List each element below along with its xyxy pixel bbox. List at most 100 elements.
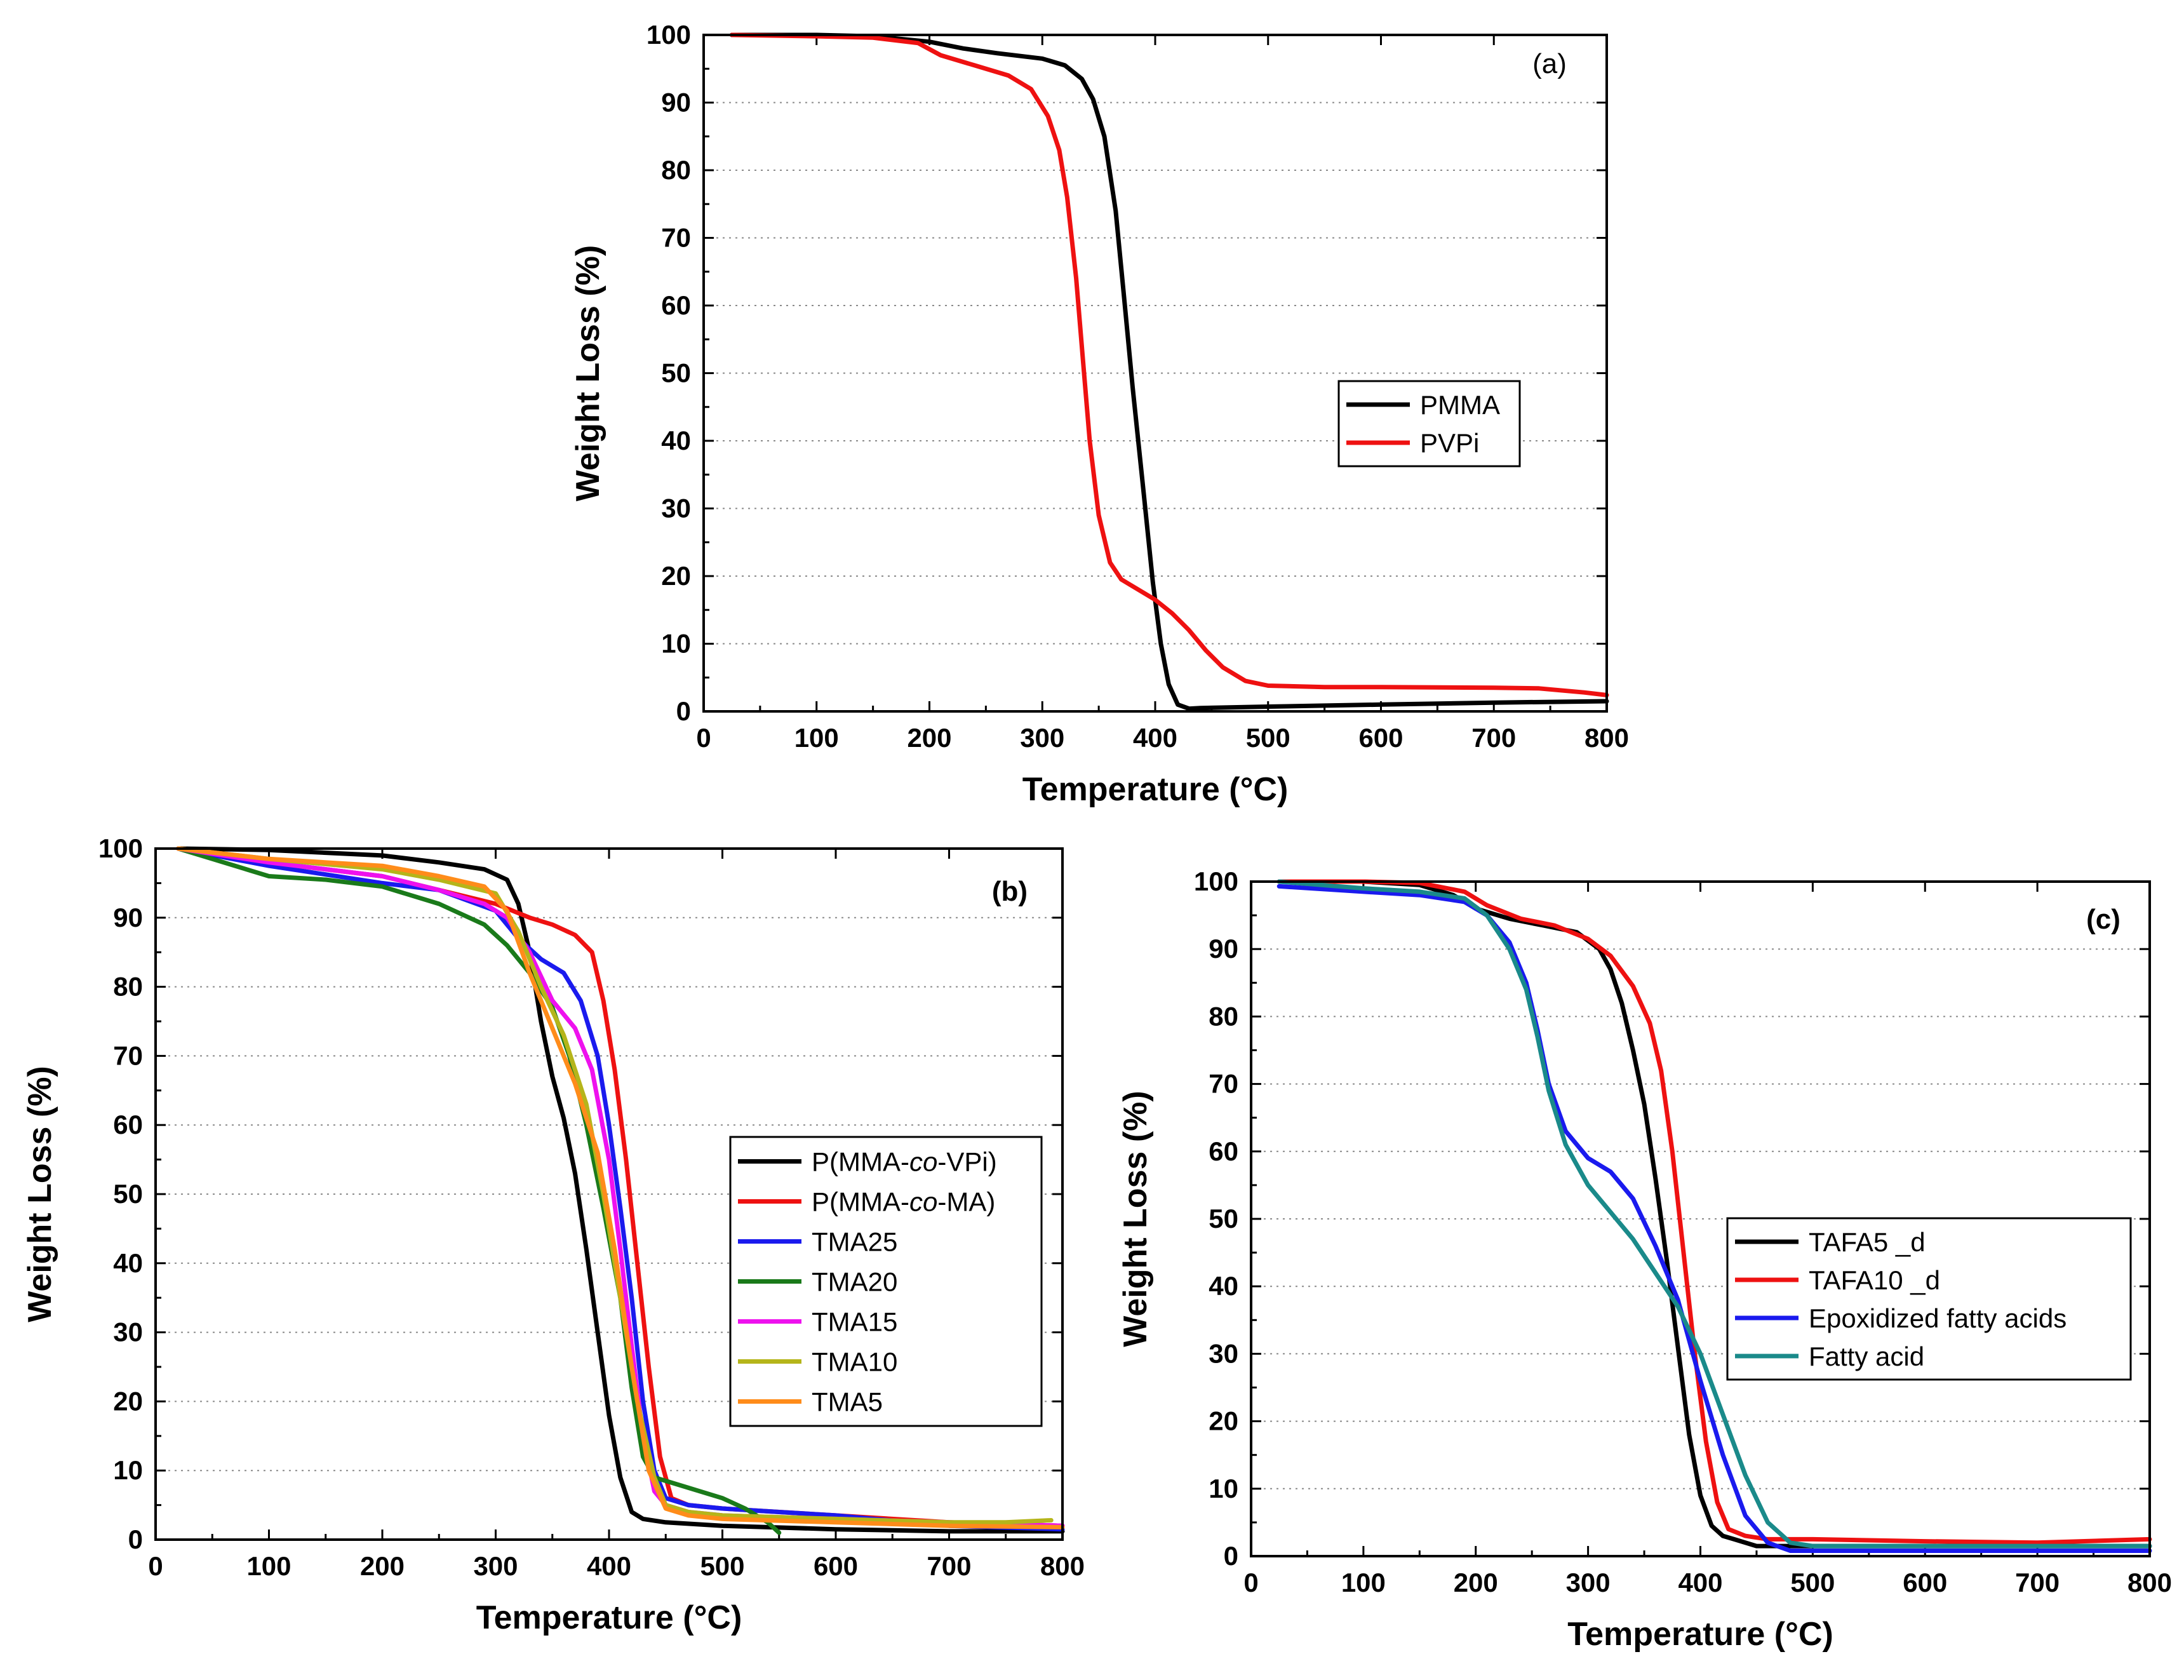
legend-entry-part: co [909,1187,937,1217]
legend-entry-label: TMA10 [812,1347,897,1377]
x-tick-label: 500 [700,1551,744,1581]
y-tick-label: 50 [113,1179,143,1209]
y-tick-label: 80 [661,155,691,185]
y-tick-label: 0 [676,696,691,726]
x-tick-label: 600 [814,1551,858,1581]
y-tick-label: 40 [1209,1271,1238,1301]
x-tick-label: 600 [1358,723,1403,753]
x-tick-label: 100 [1341,1568,1386,1597]
y-tick-label: 10 [661,629,691,659]
legend-entry-label: Fatty acid [1809,1341,1924,1371]
x-tick-label: 700 [1471,723,1516,753]
y-tick-label: 10 [1209,1474,1238,1503]
y-tick-label: 10 [113,1455,143,1485]
legend-entry-label: TAFA10 _d [1809,1265,1940,1295]
y-tick-label: 70 [1209,1069,1238,1099]
legend-entry-label: TAFA5 _d [1809,1227,1926,1257]
x-tick-label: 0 [148,1551,163,1581]
series-line-tma5 [176,846,1065,1529]
x-tick-label: 500 [1246,723,1290,753]
y-tick-label: 70 [661,223,691,253]
x-tick-label: 200 [360,1551,405,1581]
panel-label: (b) [992,876,1028,907]
x-tick-label: 300 [1020,723,1064,753]
legend-entry-label: TMA20 [812,1267,897,1297]
plot-frame [702,34,1608,713]
y-tick-label: 30 [1209,1338,1238,1368]
series-line-fatty-acid [1276,879,2152,1549]
legend-entry-part: P(MMA- [812,1147,909,1177]
x-tick-label: 400 [587,1551,631,1581]
x-tick-label: 700 [2015,1568,2060,1597]
x-tick-label: 0 [696,723,711,753]
x-axis-title: Temperature (°C) [1567,1616,1833,1653]
legend-box [1726,1217,2132,1381]
panel-label: (c) [2086,904,2120,935]
legend-entry-part: co [909,1147,937,1177]
y-tick-label: 90 [1209,934,1238,964]
x-tick-label: 200 [907,723,951,753]
y-tick-label: 100 [98,833,143,863]
legend-entry-part: -VPi) [937,1147,996,1177]
series-line-p-mma-co-vpi- [176,846,1065,1534]
y-tick-label: 40 [113,1248,143,1278]
x-tick-label: 100 [246,1551,291,1581]
legend-entry-label: PVPi [1420,428,1479,458]
y-axis-title: Weight Loss (%) [22,1066,58,1322]
y-tick-label: 50 [1209,1204,1238,1233]
y-tick-label: 40 [661,426,691,455]
y-tick-label: 80 [1209,1001,1238,1031]
plot-frame [1250,880,2151,1557]
legend-box [1337,380,1521,467]
x-tick-label: 200 [1454,1568,1498,1597]
y-tick-label: 80 [113,972,143,1002]
x-tick-label: 400 [1133,723,1177,753]
y-tick-label: 30 [661,494,691,523]
legend: P(MMA-co-VPi) P(MMA-co-MA) TMA25 TMA20 TMA15… [729,1136,1043,1427]
y-tick-label: 100 [1194,866,1238,896]
x-tick-label: 700 [927,1551,971,1581]
x-axis-title: Temperature (°C) [476,1599,742,1636]
x-tick-label: 800 [1584,723,1629,753]
legend: TAFA5 _d TAFA10 _d Epoxidized fatty acids F… [1726,1217,2132,1381]
series-line-tafa10-d [1276,879,2152,1545]
y-tick-label: 20 [661,561,691,591]
y-tick-label: 0 [1224,1541,1238,1571]
y-tick-label: 60 [113,1110,143,1139]
y-tick-label: 20 [113,1386,143,1416]
legend-entry-label: TMA5 [812,1387,883,1417]
x-tick-label: 300 [473,1551,518,1581]
legend-entry-label: Epoxidized fatty acids [1809,1303,2067,1333]
x-axis-title: Temperature (°C) [1022,771,1289,808]
x-tick-label: 100 [794,723,839,753]
y-tick-label: 20 [1209,1406,1238,1436]
y-tick-label: 60 [661,290,691,320]
y-tick-label: 90 [661,88,691,118]
x-tick-label: 800 [2127,1568,2172,1597]
panel-b-chart: 0 100 200 300 400 500 600 700 800 0 10 20 30 40 50 60 70… [22,833,1085,1636]
x-tick-label: 0 [1243,1568,1258,1597]
y-axis-title: Weight Loss (%) [570,245,606,501]
legend-entry-label: TMA15 [812,1307,897,1337]
x-tick-label: 800 [1040,1551,1085,1581]
panel-a-chart: 0 100 200 300 400 500 600 700 800 0 10 20 30 40 50 60 70… [570,20,1629,808]
panel-label: (a) [1532,48,1567,79]
legend-entry-label: P(MMA-co-MA) [812,1187,995,1217]
y-tick-label: 0 [128,1524,143,1554]
x-tick-label: 400 [1678,1568,1722,1597]
y-axis-title: Weight Loss (%) [1117,1091,1154,1347]
y-tick-label: 50 [661,358,691,388]
y-tick-label: 30 [113,1317,143,1347]
series-line-pvpi [729,32,1609,697]
x-tick-label: 300 [1566,1568,1611,1597]
legend-entry-label: TMA25 [812,1227,897,1257]
y-tick-label: 100 [646,20,691,50]
x-tick-label: 600 [1903,1568,1947,1597]
y-tick-label: 90 [113,903,143,932]
panel-c-chart: 0 100 200 300 400 500 600 700 800 0 10 20 30 40 50 60 70… [1117,866,2172,1653]
x-tick-label: 500 [1790,1568,1835,1597]
series-line-pmma [729,32,1609,711]
legend: PMMA PVPi [1337,380,1521,467]
